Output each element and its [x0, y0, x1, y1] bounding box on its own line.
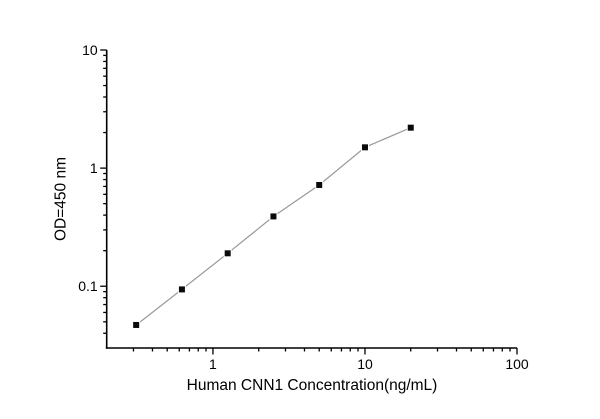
y-axis-title: OD=450 nm	[52, 156, 70, 242]
x-tick-label: 1	[209, 356, 217, 372]
data-point-marker	[360, 143, 369, 152]
x-axis-title: Human CNN1 Concentration(ng/mL)	[186, 377, 438, 394]
data-point-marker	[132, 320, 141, 329]
data-point-marker	[223, 249, 232, 258]
series-line	[135, 127, 411, 326]
data-point-marker	[315, 180, 324, 189]
data-point-marker	[269, 212, 278, 221]
y-tick-label: 1	[90, 160, 98, 176]
x-tick-label: 10	[357, 356, 373, 372]
y-tick-label: 0.1	[78, 278, 98, 294]
data-point-marker	[406, 123, 415, 132]
y-tick-label: 10	[82, 42, 98, 58]
data-point-marker	[177, 285, 186, 294]
x-tick-label: 100	[505, 356, 529, 372]
